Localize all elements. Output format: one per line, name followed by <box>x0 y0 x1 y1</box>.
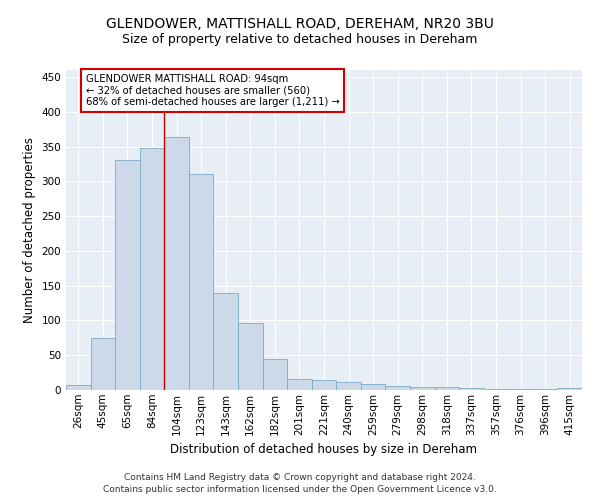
X-axis label: Distribution of detached houses by size in Dereham: Distribution of detached houses by size … <box>170 443 478 456</box>
Bar <box>66 385 91 390</box>
Bar <box>361 384 385 390</box>
Bar <box>115 160 140 390</box>
Y-axis label: Number of detached properties: Number of detached properties <box>23 137 36 323</box>
Bar <box>410 386 434 390</box>
Bar <box>312 380 336 390</box>
Bar <box>434 387 459 390</box>
Text: GLENDOWER, MATTISHALL ROAD, DEREHAM, NR20 3BU: GLENDOWER, MATTISHALL ROAD, DEREHAM, NR2… <box>106 18 494 32</box>
Bar <box>263 358 287 390</box>
Bar <box>508 388 533 390</box>
Bar <box>91 338 115 390</box>
Bar <box>484 388 508 390</box>
Bar <box>287 379 312 390</box>
Text: Size of property relative to detached houses in Dereham: Size of property relative to detached ho… <box>122 34 478 46</box>
Text: GLENDOWER MATTISHALL ROAD: 94sqm
← 32% of detached houses are smaller (560)
68% : GLENDOWER MATTISHALL ROAD: 94sqm ← 32% o… <box>86 74 340 108</box>
Bar <box>164 138 189 390</box>
Bar <box>140 148 164 390</box>
Bar <box>214 292 238 390</box>
Bar <box>238 322 263 390</box>
Bar <box>385 386 410 390</box>
Bar <box>336 382 361 390</box>
Text: Contains HM Land Registry data © Crown copyright and database right 2024.: Contains HM Land Registry data © Crown c… <box>124 473 476 482</box>
Bar <box>459 388 484 390</box>
Bar <box>557 388 582 390</box>
Text: Contains public sector information licensed under the Open Government Licence v3: Contains public sector information licen… <box>103 486 497 494</box>
Bar <box>189 174 214 390</box>
